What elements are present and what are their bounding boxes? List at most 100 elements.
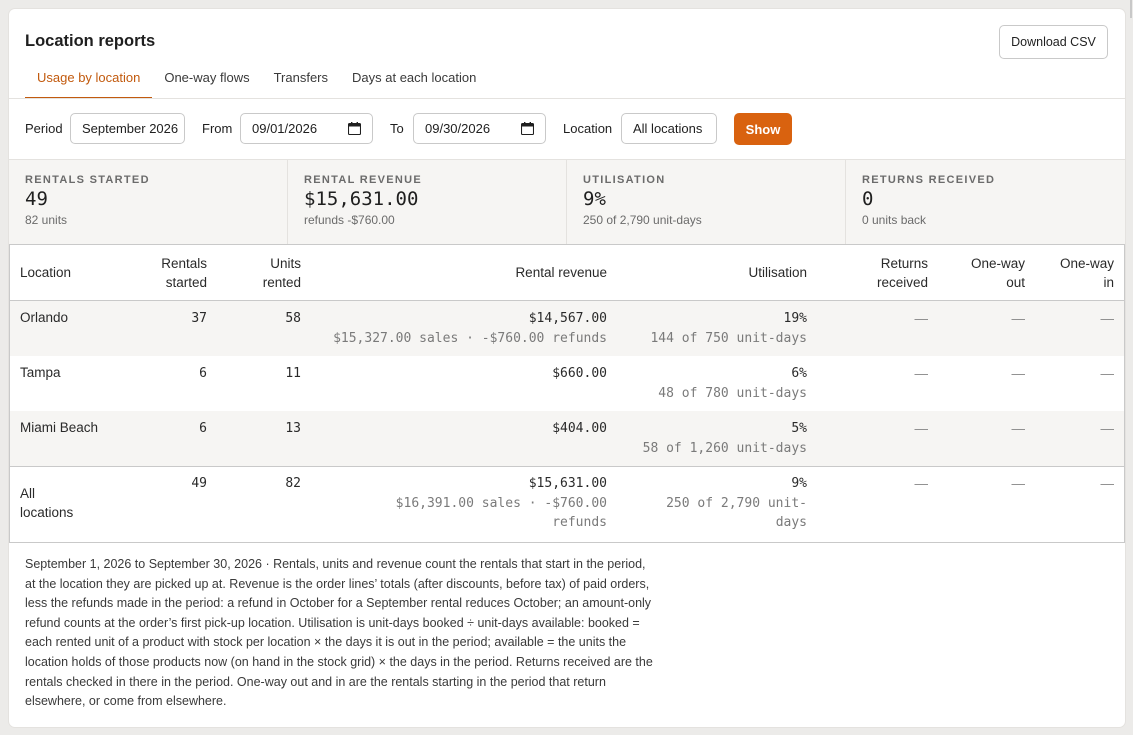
total-one-way-in: — (1100, 476, 1115, 491)
table-row: Orlando 37 58 $14,567.00 $15,327.00 sale… (10, 301, 1124, 356)
report-tabs: Usage by location One-way flows Transfer… (25, 67, 488, 99)
col-header-rental-revenue: Rental revenue (515, 265, 607, 280)
row-units: 58 (285, 311, 301, 326)
row-location: Tampa (20, 365, 61, 380)
col-header-location: Location (20, 265, 72, 280)
header-line: Units (270, 256, 301, 271)
stat-returns-received: RETURNS RECEIVED 0 0 units back (846, 160, 1125, 244)
location-label: Location (563, 121, 613, 136)
total-utilisation: 9% (791, 476, 807, 491)
tab-usage-by-location[interactable]: Usage by location (25, 67, 153, 99)
stat-sub: refunds -$760.00 (304, 213, 395, 227)
row-utilisation: 19% (783, 311, 807, 326)
row-location: Miami Beach (20, 420, 99, 435)
row-utilisation: 5% (791, 421, 807, 436)
to-date-input[interactable]: 09/30/2026 (413, 113, 546, 144)
total-rentals: 49 (191, 476, 207, 491)
row-utilisation-detail: 58 of 1,260 unit-days (642, 441, 807, 456)
download-csv-button[interactable]: Download CSV (999, 25, 1108, 59)
total-revenue: $15,631.00 (528, 476, 607, 491)
row-returns: — (914, 366, 929, 381)
detail-line: refunds (552, 515, 607, 530)
row-units: 13 (285, 421, 301, 436)
row-revenue-detail: $15,327.00 sales · -$760.00 refunds (333, 331, 607, 346)
row-one-way-out: — (1011, 366, 1026, 381)
col-header-one-way-out: One-way out (940, 254, 1025, 292)
total-revenue-detail: $16,391.00 sales · -$760.00 refunds (310, 494, 607, 532)
from-date-input[interactable]: 09/01/2026 (240, 113, 373, 144)
col-header-rentals-started: Rentals started (120, 254, 207, 292)
header-line: received (876, 275, 928, 290)
header-line: started (165, 275, 207, 290)
calendar-icon[interactable] (348, 122, 361, 135)
show-button[interactable]: Show (734, 113, 792, 145)
tab-one-way-flows[interactable]: One-way flows (164, 70, 250, 85)
detail-line: 250 of 2,790 unit- (666, 496, 807, 511)
row-units: 11 (285, 366, 301, 381)
window-edge (1130, 0, 1132, 18)
table-row: Miami Beach 6 13 $404.00 5% 58 of 1,260 … (10, 411, 1124, 466)
to-label: To (390, 121, 404, 136)
col-header-units-rented: Units rented (220, 254, 301, 292)
row-revenue: $14,567.00 (528, 311, 607, 326)
total-one-way-out: — (1011, 476, 1026, 491)
col-header-utilisation: Utilisation (748, 265, 807, 280)
header-line: One-way (1059, 256, 1114, 271)
row-returns: — (914, 421, 929, 436)
row-one-way-out: — (1011, 421, 1026, 436)
location-select[interactable]: All locations (621, 113, 717, 144)
header-line: rented (262, 275, 301, 290)
total-units: 82 (285, 476, 301, 491)
tab-days-at-each-location[interactable]: Days at each location (352, 70, 477, 85)
period-select[interactable]: September 2026 (70, 113, 185, 144)
col-header-returns-received: Returns received (830, 254, 928, 292)
from-date-value: 09/01/2026 (252, 121, 318, 136)
period-value: September 2026 (82, 121, 179, 136)
row-utilisation: 6% (791, 366, 807, 381)
total-location: All locations (20, 484, 73, 522)
header-line: Rentals (161, 256, 207, 271)
row-revenue: $660.00 (552, 366, 607, 381)
header-line: out (1006, 275, 1025, 290)
stat-label: RENTAL REVENUE (304, 174, 423, 186)
row-revenue: $404.00 (552, 421, 607, 436)
summary-stats: RENTALS STARTED 49 82 units RENTAL REVEN… (9, 159, 1125, 244)
table-header-row: Location Rentals started Units rented Re… (10, 245, 1124, 301)
stat-utilisation: UTILISATION 9% 250 of 2,790 unit-days (567, 160, 846, 244)
row-returns: — (914, 311, 929, 326)
header-line: Returns (880, 256, 928, 271)
header-line: in (1103, 275, 1114, 290)
total-location-line: locations (20, 505, 74, 520)
from-label: From (202, 121, 233, 136)
stat-rental-revenue: RENTAL REVENUE $15,631.00 refunds -$760.… (288, 160, 567, 244)
row-rentals: 6 (199, 421, 207, 436)
row-location: Orlando (20, 310, 69, 325)
report-card: Location reports Download CSV Usage by l… (9, 9, 1125, 727)
header-line: One-way (970, 256, 1025, 271)
table-total-row: All locations 49 82 $15,631.00 $16,391.0… (10, 466, 1124, 542)
row-one-way-in: — (1100, 421, 1115, 436)
location-usage-table: Location Rentals started Units rented Re… (9, 244, 1125, 543)
period-label: Period (25, 121, 63, 136)
to-date-value: 09/30/2026 (425, 121, 491, 136)
stat-value: 9% (583, 188, 606, 210)
col-header-one-way-in: One-way in (1035, 254, 1114, 292)
detail-line: days (775, 515, 807, 530)
stat-label: RETURNS RECEIVED (862, 174, 996, 186)
stat-label: UTILISATION (583, 174, 666, 186)
tabs-divider (9, 98, 1125, 99)
row-rentals: 37 (191, 311, 207, 326)
tab-transfers[interactable]: Transfers (273, 70, 329, 85)
report-footnote: September 1, 2026 to September 30, 2026 … (25, 557, 653, 709)
detail-line: $16,391.00 sales · -$760.00 (395, 496, 607, 511)
calendar-icon[interactable] (521, 122, 534, 135)
total-location-line: All (20, 486, 36, 501)
row-rentals: 6 (199, 366, 207, 381)
total-returns: — (914, 476, 929, 491)
stat-sub: 0 units back (862, 213, 927, 227)
row-one-way-in: — (1100, 311, 1115, 326)
row-one-way-out: — (1011, 311, 1026, 326)
table-row: Tampa 6 11 $660.00 6% 48 of 780 unit-day… (10, 356, 1124, 411)
stat-sub: 82 units (25, 213, 68, 227)
filter-bar: Period September 2026 From 09/01/2026 To… (25, 113, 1115, 145)
